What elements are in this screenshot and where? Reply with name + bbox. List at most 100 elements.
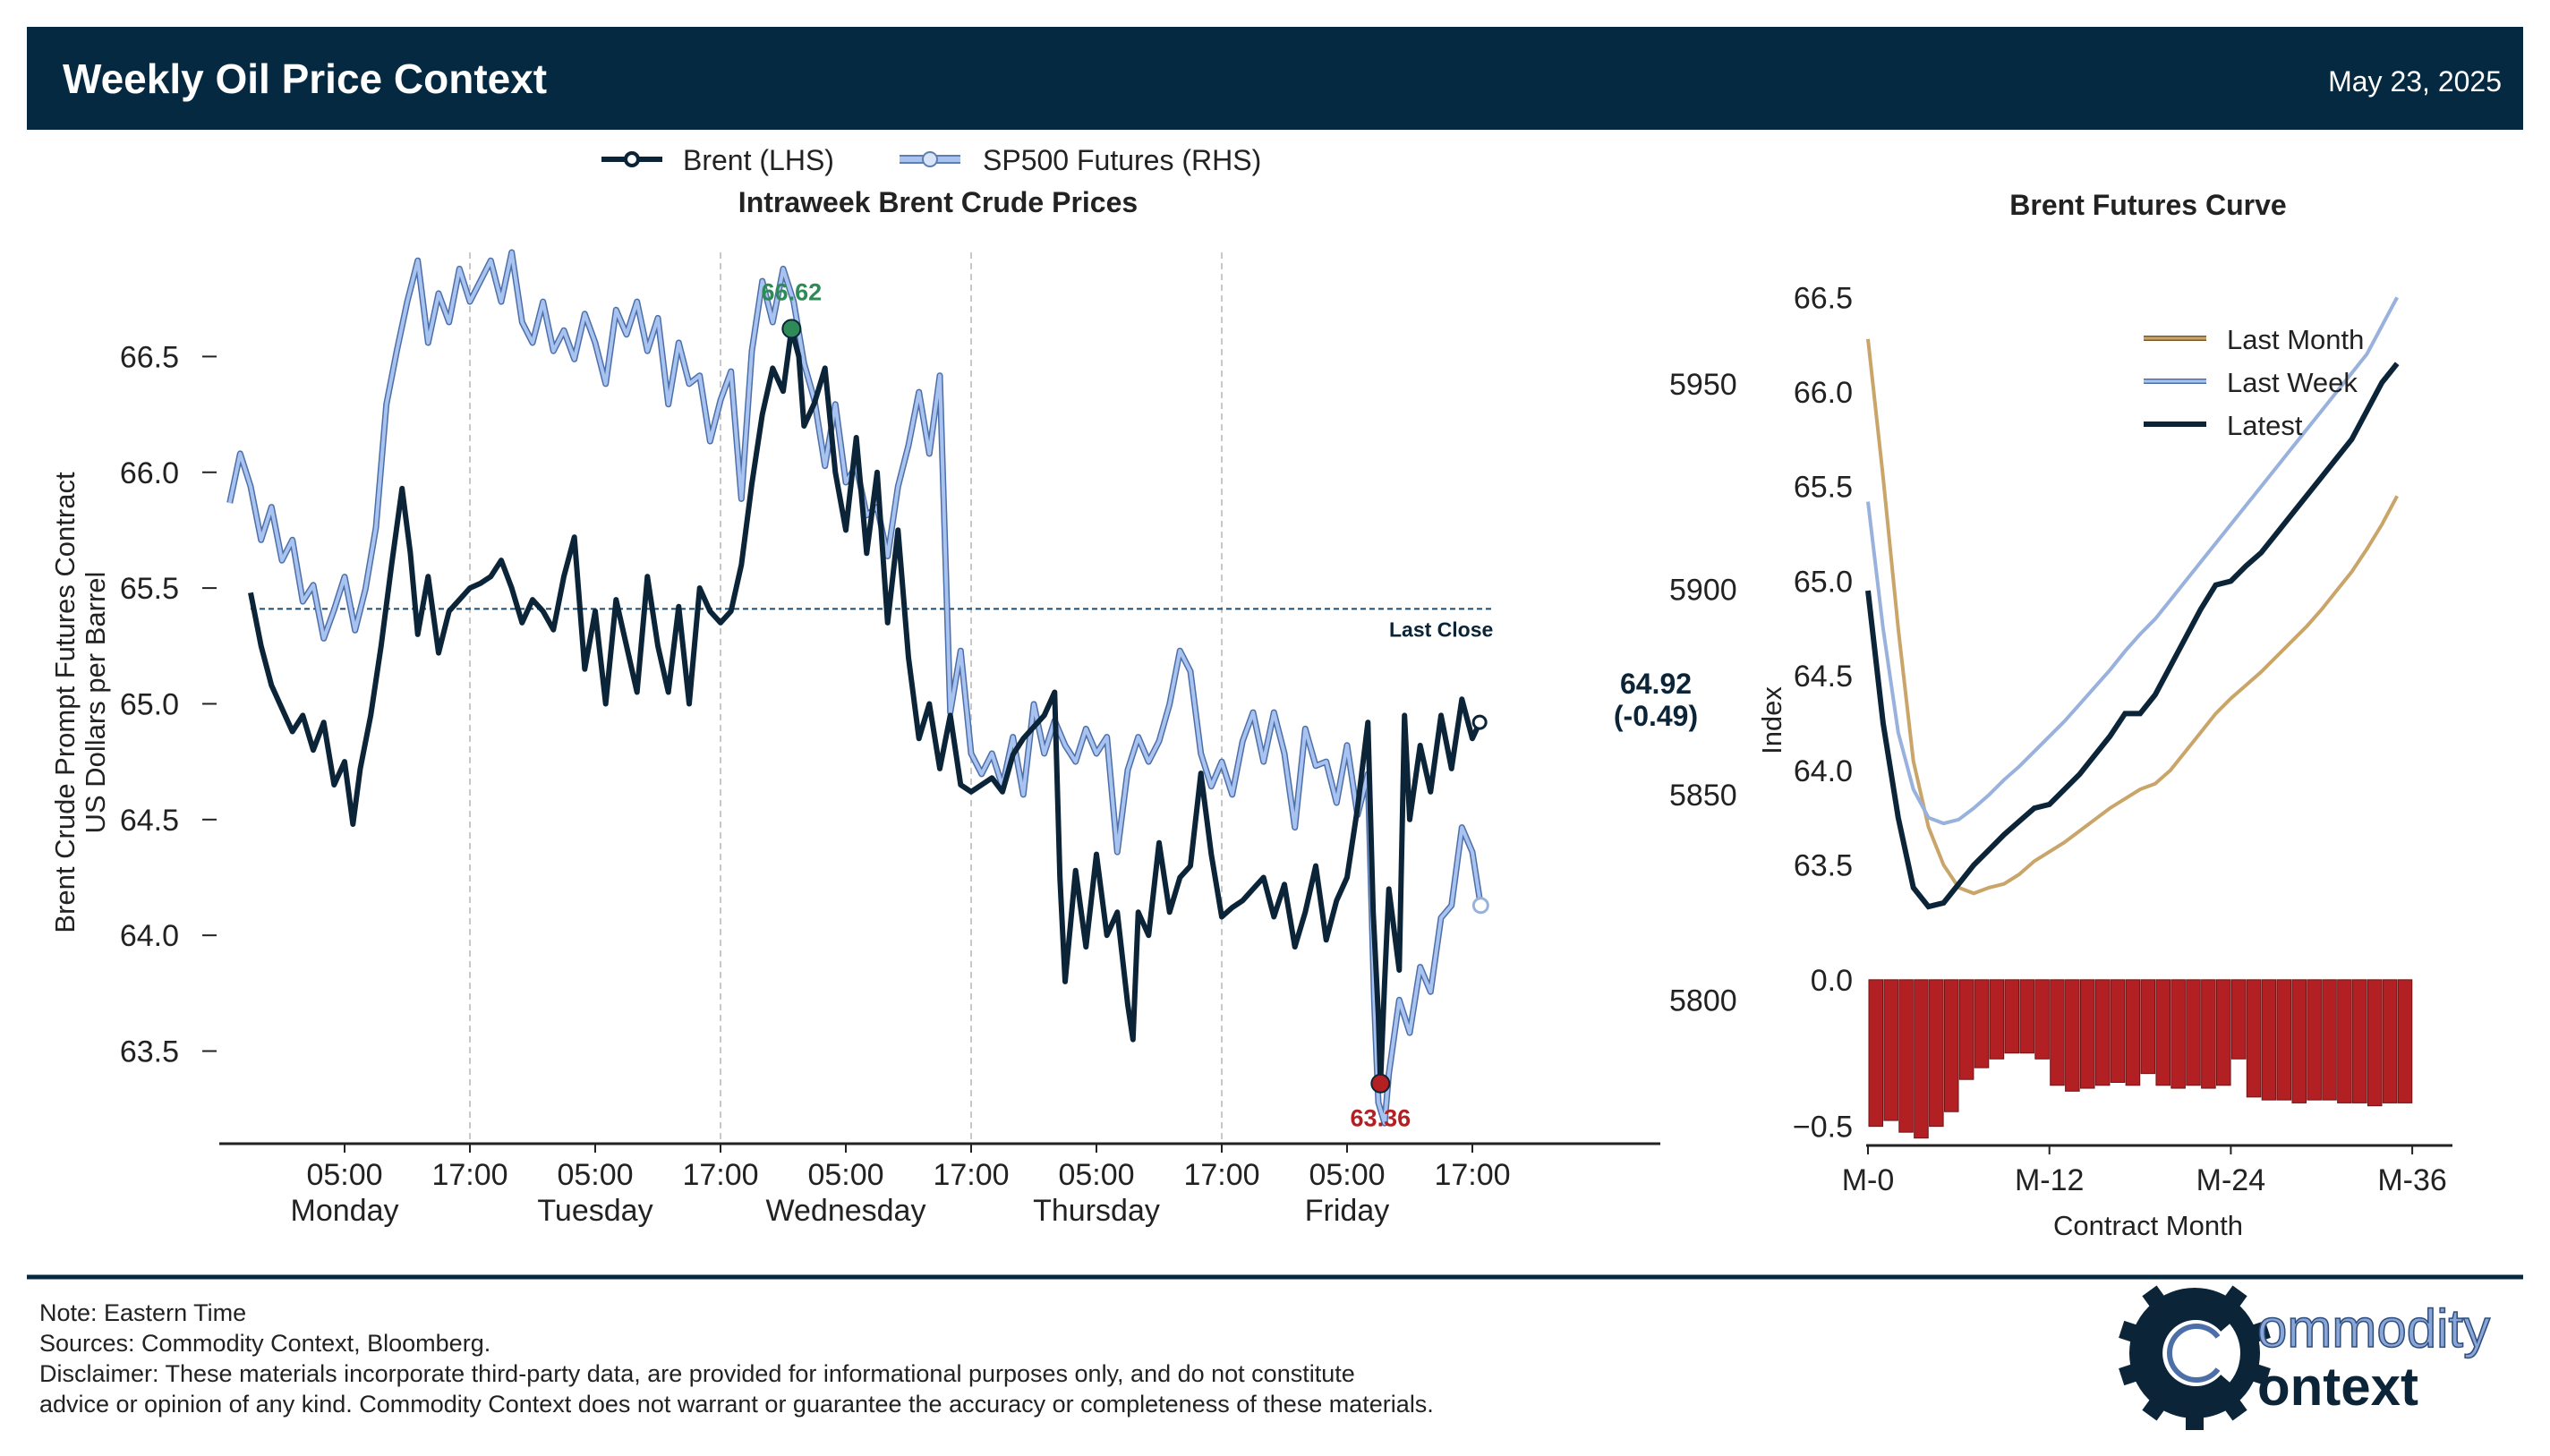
sp500-end-marker (1471, 897, 1489, 915)
y2-tick-label-1: 5850 (1669, 779, 1737, 813)
curve-y-tick-label-2: 64.5 (1794, 660, 1853, 694)
y-tick-label-1: 64.0 (120, 919, 179, 953)
sp500-series-line (227, 251, 1483, 1126)
footer-sources: Sources: Commodity Context, Bloomberg. (39, 1330, 490, 1357)
diff-bar-5 (1943, 979, 1959, 1112)
y-tick-label-5: 66.0 (120, 456, 179, 490)
curve-y-ticks: 63.5 64.0 64.5 65.0 65.5 66.0 66.5 (1794, 281, 1853, 882)
diff-bar-2 (1898, 979, 1914, 1133)
x-tick-day-4: Wednesday (766, 1194, 926, 1228)
gear-tooth-6 (2142, 1393, 2169, 1421)
curve-xlabel: Contract Month (2053, 1210, 2243, 1241)
diff-bar-35 (2397, 979, 2413, 1103)
diff-bar-19 (2155, 979, 2171, 1086)
diff-bar-3 (1914, 979, 1929, 1139)
x-tick-label-5: 17:00 (933, 1158, 1009, 1192)
bar-y-tick-label-1: −0.5 (1793, 1111, 1853, 1145)
gear-tooth-3 (2246, 1362, 2271, 1386)
legend-sp-label: SP500 Futures (RHS) (983, 144, 1261, 176)
logo-c-glyph (2146, 1304, 2233, 1402)
logo-text-line1: ommodity (2257, 1298, 2490, 1358)
main-ylabel-line1: Brent Crude Prompt Futures Contract (49, 472, 81, 933)
diff-bar-23 (2216, 979, 2231, 1086)
diff-bar-32 (2352, 979, 2367, 1103)
gear-teeth (2119, 1285, 2271, 1430)
curve-ylabel: Index (1756, 686, 1787, 754)
diff-bar-12 (2050, 979, 2065, 1086)
curve-y-tick-label-5: 66.0 (1794, 376, 1853, 410)
diff-bar-16 (2110, 979, 2126, 1083)
gear-tooth-7 (2119, 1362, 2144, 1386)
diff-bar-33 (2367, 979, 2383, 1107)
x-tick-label-7: 17:00 (1183, 1158, 1259, 1192)
diff-bar-28 (2291, 979, 2307, 1103)
intraweek-chart: Intraweek Brent Crude Prices Last Close … (49, 186, 1737, 1228)
y-tick-label-4: 65.5 (120, 572, 179, 606)
low-marker (1370, 1073, 1391, 1094)
x-tick-label-6: 05:00 (1058, 1158, 1134, 1192)
main-y2-ticks: 5800 5850 5900 5950 (1669, 368, 1737, 1017)
header-bar (27, 27, 2523, 130)
diff-bar-6 (1958, 979, 1974, 1080)
logo-text-line2: ontext (2257, 1357, 2418, 1417)
company-logo: ommodity ontext (2119, 1285, 2491, 1430)
curve-y-tick-label-6: 66.5 (1794, 281, 1853, 315)
bar-y-ticks: 0.0 −0.5 (1793, 964, 1853, 1145)
diff-bar-34 (2382, 979, 2398, 1103)
y2-tick-label-3: 5950 (1669, 368, 1737, 402)
brent-end-marker (1471, 714, 1488, 730)
low-label: 63.36 (1351, 1105, 1411, 1132)
diff-bar-26 (2261, 979, 2277, 1101)
x-tick-day-6: Thursday (1033, 1194, 1160, 1228)
curve-last-week-line (1866, 296, 2399, 826)
diff-bar-9 (2004, 979, 2020, 1054)
curve-difference-bars (1868, 979, 2413, 1139)
diff-bar-1 (1883, 979, 1898, 1121)
brent-series-line (248, 326, 1482, 1086)
x-tick-label-0: 05:00 (306, 1158, 382, 1192)
gear-tooth-5 (2186, 1410, 2204, 1430)
legend-last-month-label: Last Month (2227, 324, 2364, 355)
diff-bar-8 (1989, 979, 2005, 1060)
curve-x-tick-label-0: M-0 (1842, 1163, 1895, 1197)
logo-c-inner (2167, 1324, 2221, 1383)
y-tick-label-0: 63.5 (120, 1035, 179, 1069)
x-tick-label-3: 17:00 (682, 1158, 758, 1192)
legend-brent-label: Brent (LHS) (683, 144, 834, 176)
x-tick-label-8: 05:00 (1309, 1158, 1385, 1192)
curve-x-ticks: M-0 M-12 M-24 M-36 (1842, 1145, 2447, 1197)
x-tick-day-2: Tuesday (537, 1194, 652, 1228)
x-tick-day-0: Monday (291, 1194, 399, 1228)
gear-ring (2129, 1288, 2260, 1418)
gear-tooth-8 (2119, 1320, 2144, 1344)
high-marker (781, 319, 802, 339)
last-change-label: (-0.49) (1614, 700, 1698, 732)
gear-tooth-2 (2246, 1320, 2271, 1344)
x-tick-label-4: 05:00 (807, 1158, 883, 1192)
y-tick-label-6: 66.5 (120, 340, 179, 374)
bar-y-tick-label-0: 0.0 (1811, 964, 1853, 998)
main-y-ticks: 63.5 64.0 64.5 65.0 65.5 66.0 66.5 (120, 340, 217, 1069)
diff-bar-10 (2019, 979, 2034, 1054)
curve-x-tick-label-1: M-12 (2015, 1163, 2084, 1197)
diff-bar-27 (2276, 979, 2292, 1101)
diff-bar-31 (2337, 979, 2352, 1103)
high-label: 66.62 (762, 278, 823, 305)
gear-tooth-4 (2221, 1393, 2247, 1421)
sp500-series-outline (226, 249, 1484, 1127)
diff-bar-15 (2094, 979, 2111, 1086)
curve-latest-line (1865, 362, 2400, 910)
diff-bar-30 (2322, 979, 2337, 1101)
main-ylabel-line2: US Dollars per Barrel (80, 572, 111, 834)
diff-bar-18 (2140, 979, 2156, 1075)
gear-tooth-1 (2221, 1285, 2247, 1313)
last-close-label: Last Close (1389, 617, 1493, 641)
gear-icon (2119, 1285, 2271, 1430)
diff-bar-29 (2307, 979, 2322, 1101)
curve-x-tick-label-3: M-36 (2377, 1163, 2446, 1197)
diff-bar-21 (2186, 979, 2201, 1086)
legend-last-week-label: Last Week (2227, 367, 2358, 398)
legend-latest-label: Latest (2227, 410, 2303, 441)
